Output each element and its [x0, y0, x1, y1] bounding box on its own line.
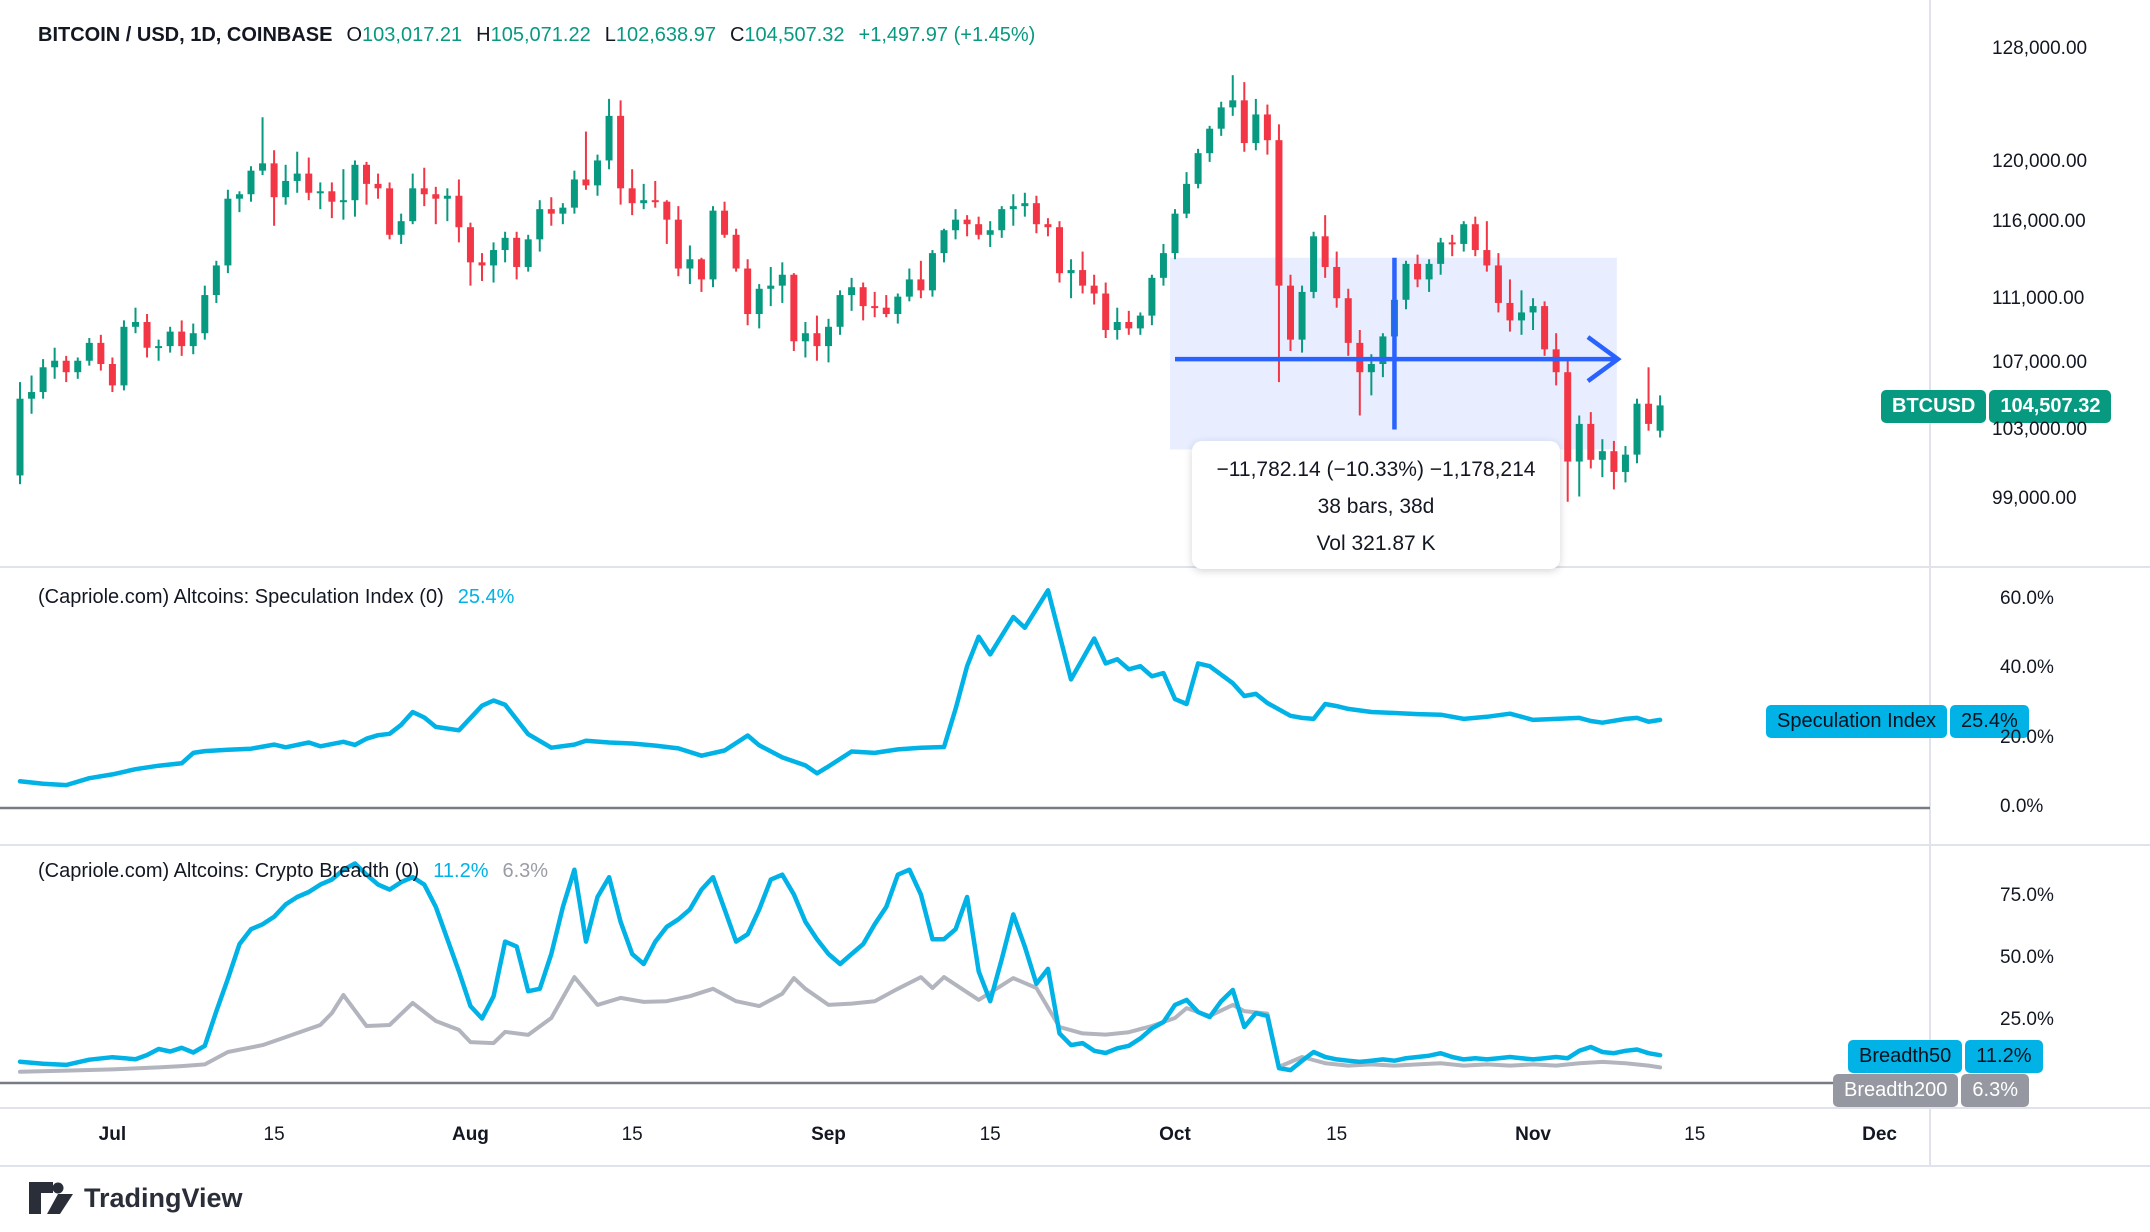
close-label: C — [729, 24, 745, 46]
low-label: L — [604, 24, 616, 46]
open-value: 103,017.21 — [362, 24, 463, 46]
price-scale[interactable] — [1930, 0, 2150, 1166]
high-label: H — [476, 24, 491, 46]
tradingview-logo-text: TradingView — [84, 1182, 243, 1213]
breadth50-line — [17, 861, 1663, 1073]
breadth50-current: 11.2% — [433, 860, 489, 882]
breadth-pane-header[interactable]: (Capriole.com) Altcoins: Crypto Breadth … — [38, 860, 548, 883]
breadth-title[interactable]: (Capriole.com) Altcoins: Crypto Breadth … — [38, 860, 420, 882]
measure-volume: Vol 321.87 K — [1316, 532, 1436, 555]
speculation-badge-label: Speculation Index — [1766, 705, 1948, 738]
tradingview-logo[interactable]: TradingView — [28, 1180, 243, 1216]
pane-separators — [0, 0, 2150, 1167]
measure-bars: 38 bars, 38d — [1317, 495, 1435, 518]
speculation-pane-header[interactable]: (Capriole.com) Altcoins: Speculation Ind… — [38, 586, 514, 609]
measure-tool-arrow[interactable] — [1175, 257, 1622, 430]
tradingview-logo-icon — [29, 1182, 73, 1214]
change-value: +1,497.97 (+1.45%) — [858, 24, 1036, 46]
close-value: 104,507.32 — [744, 24, 845, 46]
measure-tooltip: −11,782.14 (−10.33%) −1,178,214 38 bars,… — [1192, 441, 1560, 569]
low-value: 102,638.97 — [615, 24, 716, 46]
candlestick-series — [16, 75, 1664, 502]
measure-box-fill[interactable] — [1170, 257, 1617, 450]
speculation-line — [17, 588, 1663, 788]
measure-change: −11,782.14 (−10.33%) −1,178,214 — [1216, 458, 1536, 481]
time-scale[interactable] — [0, 1110, 2150, 1166]
symbol-title[interactable]: BITCOIN / USD, 1D, COINBASE — [38, 24, 333, 46]
high-value: 105,071.22 — [490, 24, 591, 46]
speculation-title[interactable]: (Capriole.com) Altcoins: Speculation Ind… — [38, 586, 444, 608]
breadth200-current: 6.3% — [502, 860, 549, 882]
speculation-current: 25.4% — [457, 586, 515, 608]
symbol-header[interactable]: BITCOIN / USD, 1D, COINBASE O103,017.21 H1… — [38, 24, 1035, 47]
breadth200-line — [18, 975, 1663, 1074]
open-label: O — [346, 24, 363, 46]
